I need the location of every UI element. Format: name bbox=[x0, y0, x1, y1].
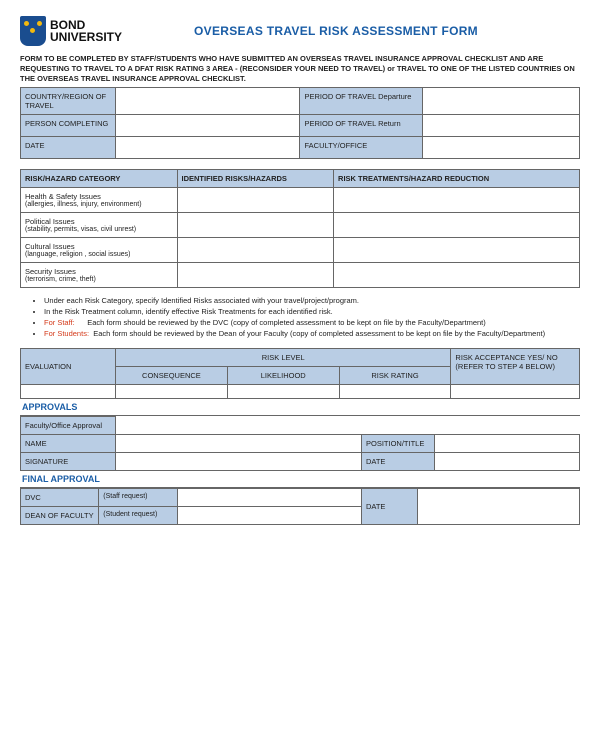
header: BOND UNIVERSITY OVERSEAS TRAVEL RISK ASS… bbox=[20, 16, 580, 46]
t2-r3-main: Security Issues bbox=[25, 267, 76, 276]
note-3-label: For Staff: bbox=[44, 318, 75, 327]
t2-r2-sub: (language, religion , social issues) bbox=[25, 251, 173, 258]
field-position[interactable] bbox=[434, 435, 579, 453]
final-approval-title: FINAL APPROVAL bbox=[20, 471, 580, 488]
intro-text: FORM TO BE COMPLETED BY STAFF/STUDENTS W… bbox=[20, 54, 580, 83]
field-eval-row[interactable] bbox=[21, 385, 116, 399]
field-person[interactable] bbox=[116, 115, 300, 137]
note-1: Under each Risk Category, specify Identi… bbox=[44, 296, 580, 305]
note-4-label: For Students: bbox=[44, 329, 89, 338]
lbl-name: NAME bbox=[21, 435, 116, 453]
field-final-date[interactable] bbox=[417, 489, 579, 525]
note-3-text: Each form should be reviewed by the DVC … bbox=[87, 318, 486, 327]
lbl-return: PERIOD OF TRAVEL Return bbox=[300, 115, 423, 137]
logo-line2: UNIVERSITY bbox=[50, 31, 122, 43]
field-date[interactable] bbox=[116, 137, 300, 159]
logo-shield-icon bbox=[20, 16, 46, 46]
lbl-dvc: DVC bbox=[21, 489, 99, 507]
lbl-appr-date: DATE bbox=[361, 453, 434, 471]
field-return[interactable] bbox=[423, 115, 580, 137]
t2-h3: RISK TREATMENTS/HAZARD REDUCTION bbox=[334, 170, 580, 188]
t2-r1-sub: (stability, permits, visas, civil unrest… bbox=[25, 226, 173, 233]
field-acceptance[interactable] bbox=[451, 385, 580, 399]
spacer bbox=[116, 417, 580, 435]
lbl-departure: PERIOD OF TRAVEL Departure bbox=[300, 88, 423, 115]
t2-r3-sub: (terrorism, crime, theft) bbox=[25, 276, 173, 283]
field-faculty[interactable] bbox=[423, 137, 580, 159]
field-likelihood[interactable] bbox=[227, 385, 339, 399]
lbl-consequence: CONSEQUENCE bbox=[116, 367, 228, 385]
field-consequence[interactable] bbox=[116, 385, 228, 399]
t2-h2: IDENTIFIED RISKS/HAZARDS bbox=[177, 170, 334, 188]
lbl-dean-sub: (Student request) bbox=[99, 507, 177, 525]
t2-r2-main: Cultural Issues bbox=[25, 242, 75, 251]
logo: BOND UNIVERSITY bbox=[20, 16, 122, 46]
field-appr-date[interactable] bbox=[434, 453, 579, 471]
lbl-evaluation: EVALUATION bbox=[21, 349, 116, 385]
approvals-table: Faculty/Office Approval NAME POSITION/TI… bbox=[20, 416, 580, 471]
field-name[interactable] bbox=[116, 435, 362, 453]
lbl-person: PERSON COMPLETING bbox=[21, 115, 116, 137]
t2-row-security: Security Issues(terrorism, crime, theft) bbox=[21, 263, 178, 288]
lbl-risk-level: RISK LEVEL bbox=[116, 349, 451, 367]
t2-row-political: Political Issues(stability, permits, vis… bbox=[21, 213, 178, 238]
lbl-dvc-sub: (Staff request) bbox=[99, 489, 177, 507]
final-approval-table: DVC (Staff request) DATE DEAN OF FACULTY… bbox=[20, 488, 580, 525]
t2-r0-sub: (allergies, illness, injury, environment… bbox=[25, 201, 173, 208]
lbl-date: DATE bbox=[21, 137, 116, 159]
lbl-fac-approval: Faculty/Office Approval bbox=[21, 417, 116, 435]
field-treat-cultural[interactable] bbox=[334, 238, 580, 263]
t2-row-health: Health & Safety Issues(allergies, illnes… bbox=[21, 188, 178, 213]
field-risks-health[interactable] bbox=[177, 188, 334, 213]
evaluation-table: EVALUATION RISK LEVEL RISK ACCEPTANCE YE… bbox=[20, 348, 580, 399]
travel-info-table: COUNTRY/REGION OF TRAVEL PERIOD OF TRAVE… bbox=[20, 87, 580, 159]
lbl-country: COUNTRY/REGION OF TRAVEL bbox=[21, 88, 116, 115]
notes-list: Under each Risk Category, specify Identi… bbox=[44, 296, 580, 338]
field-treat-security[interactable] bbox=[334, 263, 580, 288]
field-risks-political[interactable] bbox=[177, 213, 334, 238]
field-treat-health[interactable] bbox=[334, 188, 580, 213]
lbl-final-date: DATE bbox=[361, 489, 417, 525]
t2-r0-main: Health & Safety Issues bbox=[25, 192, 101, 201]
page-title: OVERSEAS TRAVEL RISK ASSESSMENT FORM bbox=[132, 24, 580, 38]
lbl-acceptance-main: RISK ACCEPTANCE YES/ NO bbox=[455, 353, 557, 362]
field-risks-security[interactable] bbox=[177, 263, 334, 288]
field-treat-political[interactable] bbox=[334, 213, 580, 238]
field-country[interactable] bbox=[116, 88, 300, 115]
lbl-risk-rating: RISK RATING bbox=[339, 367, 451, 385]
lbl-position: POSITION/TITLE bbox=[361, 435, 434, 453]
field-departure[interactable] bbox=[423, 88, 580, 115]
note-3: For Staff: Each form should be reviewed … bbox=[44, 318, 580, 327]
field-dvc[interactable] bbox=[177, 489, 361, 507]
lbl-likelihood: LIKELIHOOD bbox=[227, 367, 339, 385]
field-risks-cultural[interactable] bbox=[177, 238, 334, 263]
field-dean[interactable] bbox=[177, 507, 361, 525]
field-signature[interactable] bbox=[116, 453, 362, 471]
lbl-faculty: FACULTY/OFFICE bbox=[300, 137, 423, 159]
lbl-signature: SIGNATURE bbox=[21, 453, 116, 471]
field-risk-rating[interactable] bbox=[339, 385, 451, 399]
lbl-dean: DEAN OF FACULTY bbox=[21, 507, 99, 525]
lbl-acceptance-sub: (REFER TO STEP 4 BELOW) bbox=[455, 362, 555, 371]
approvals-title: APPROVALS bbox=[20, 399, 580, 416]
lbl-acceptance: RISK ACCEPTANCE YES/ NO(REFER TO STEP 4 … bbox=[451, 349, 580, 385]
t2-h1: RISK/HAZARD CATEGORY bbox=[21, 170, 178, 188]
note-4: For Students: Each form should be review… bbox=[44, 329, 580, 338]
t2-r1-main: Political Issues bbox=[25, 217, 75, 226]
note-4-text: Each form should be reviewed by the Dean… bbox=[93, 329, 545, 338]
risk-hazard-table: RISK/HAZARD CATEGORY IDENTIFIED RISKS/HA… bbox=[20, 169, 580, 288]
t2-row-cultural: Cultural Issues(language, religion , soc… bbox=[21, 238, 178, 263]
logo-text: BOND UNIVERSITY bbox=[50, 19, 122, 43]
note-2: In the Risk Treatment column, identify e… bbox=[44, 307, 580, 316]
